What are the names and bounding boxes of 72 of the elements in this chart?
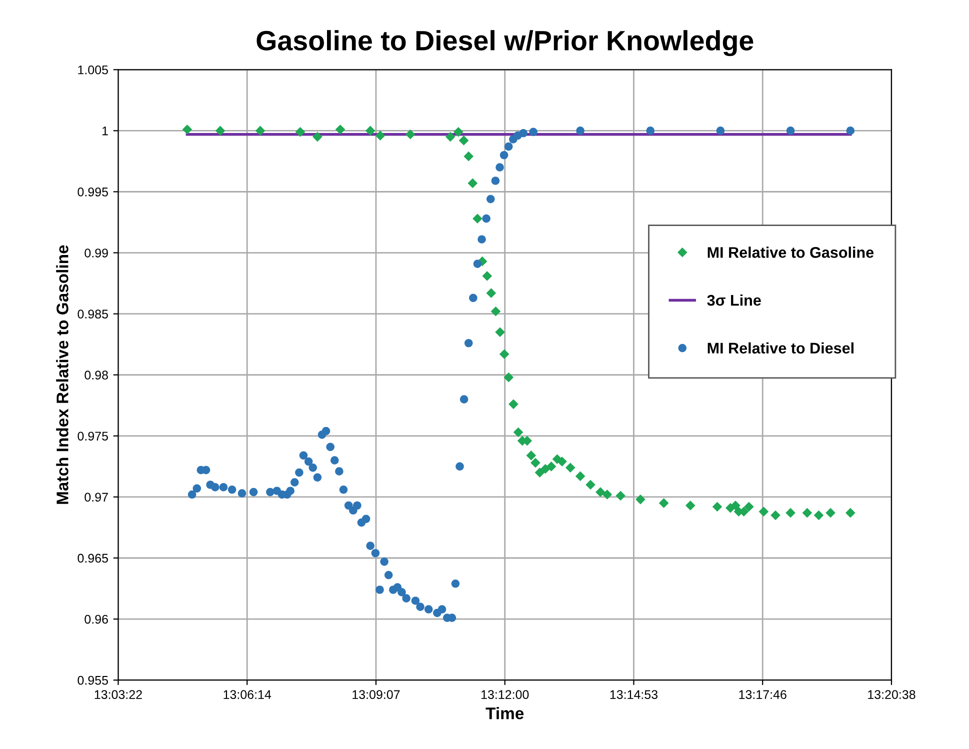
point bbox=[312, 132, 322, 142]
point bbox=[616, 491, 626, 500]
point bbox=[596, 487, 606, 497]
point bbox=[482, 271, 492, 281]
y-tick-label: 0.98 bbox=[84, 370, 108, 380]
point bbox=[486, 288, 496, 298]
point bbox=[566, 463, 575, 472]
point bbox=[454, 127, 464, 137]
x-tick-label: 13:20:38 bbox=[868, 690, 916, 699]
point bbox=[446, 132, 455, 142]
x-tick-label: 13:06:14 bbox=[224, 690, 272, 699]
y-tick-label: 1 bbox=[102, 126, 108, 136]
x-tick-label: 13:17:46 bbox=[739, 690, 786, 699]
legend-label: MI Relative to Diesel bbox=[708, 342, 854, 354]
y-tick-label: 0.985 bbox=[78, 310, 108, 318]
point bbox=[686, 500, 695, 510]
y-tick-label: 0.965 bbox=[78, 554, 108, 563]
point bbox=[504, 372, 514, 382]
y-tick-label: 0.975 bbox=[78, 432, 108, 441]
point bbox=[770, 510, 780, 520]
point bbox=[530, 458, 540, 468]
point bbox=[459, 136, 468, 146]
y-tick-label: 0.99 bbox=[84, 248, 108, 258]
point bbox=[814, 510, 824, 520]
point bbox=[540, 464, 550, 474]
point bbox=[730, 500, 740, 510]
y-tick-label: 0.955 bbox=[78, 676, 108, 685]
y-tick-label: 0.97 bbox=[84, 492, 108, 502]
point bbox=[216, 126, 225, 136]
point bbox=[468, 178, 478, 188]
point bbox=[576, 472, 585, 481]
point bbox=[366, 126, 375, 136]
point bbox=[296, 127, 305, 137]
point bbox=[182, 124, 192, 134]
x-tick-label: 13:09:07 bbox=[352, 690, 400, 699]
point bbox=[464, 152, 474, 161]
x-axis-title: Time bbox=[486, 707, 524, 720]
point bbox=[826, 508, 836, 518]
point bbox=[472, 214, 482, 224]
legend-label: MI Relative to Gasoline bbox=[708, 246, 874, 258]
point bbox=[802, 508, 812, 518]
y-axis-title: Match Index Relative to Gasoline bbox=[56, 245, 68, 504]
point bbox=[491, 306, 500, 316]
point bbox=[526, 450, 536, 460]
chart-title: Gasoline to Diesel w/Prior Knowledge bbox=[256, 30, 754, 56]
point bbox=[336, 124, 345, 134]
point bbox=[376, 130, 385, 140]
point bbox=[602, 490, 612, 500]
point bbox=[712, 502, 722, 512]
point bbox=[514, 428, 523, 437]
point bbox=[535, 468, 544, 478]
point bbox=[256, 126, 265, 136]
point bbox=[495, 328, 505, 337]
x-tick-label: 13:14:53 bbox=[610, 690, 658, 699]
point bbox=[846, 508, 856, 518]
y-tick-label: 0.96 bbox=[84, 614, 108, 624]
x-tick-label: 13:12:00 bbox=[481, 690, 529, 699]
point bbox=[557, 456, 567, 466]
point bbox=[546, 462, 556, 472]
point bbox=[586, 480, 596, 490]
point bbox=[508, 400, 518, 409]
point bbox=[406, 130, 415, 139]
point bbox=[759, 506, 768, 516]
x-tick-label: 13:03:22 bbox=[94, 690, 142, 699]
point bbox=[636, 494, 646, 504]
legend-label: 3σ Line bbox=[707, 294, 761, 306]
point bbox=[744, 502, 754, 512]
y-tick-label: 0.995 bbox=[78, 188, 108, 196]
y-tick-label: 1.005 bbox=[78, 65, 108, 74]
point bbox=[500, 349, 509, 359]
point bbox=[786, 508, 796, 518]
point bbox=[659, 498, 668, 508]
